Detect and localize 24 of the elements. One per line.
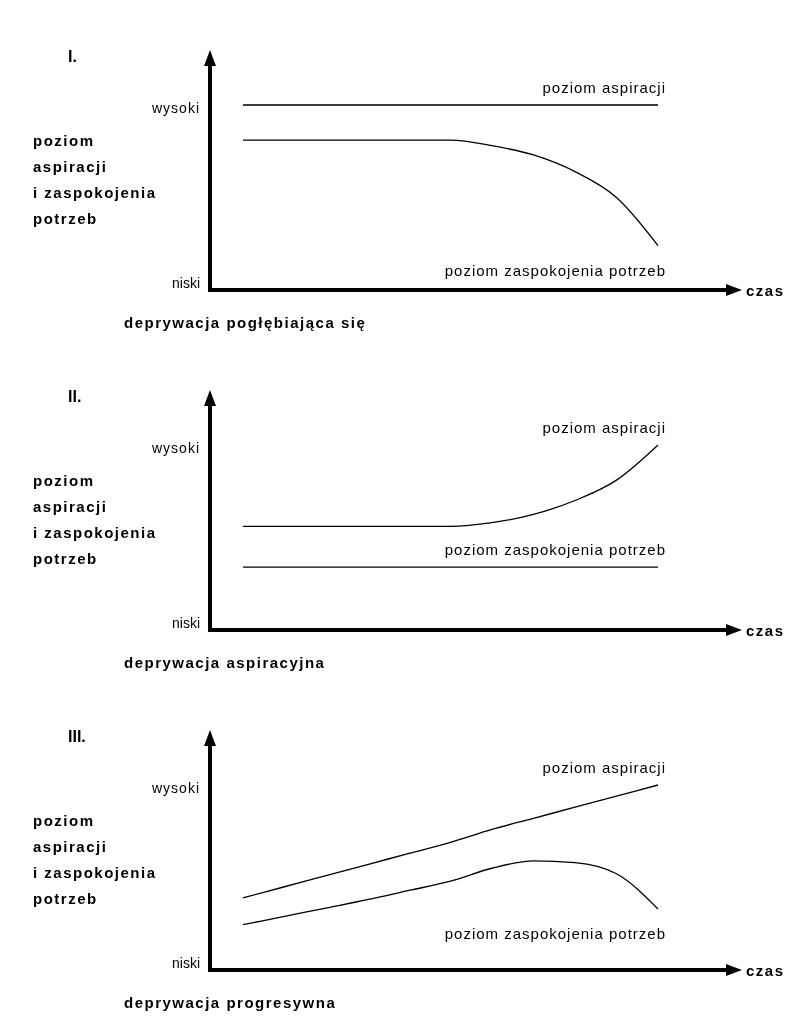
text: niski bbox=[171, 615, 200, 631]
x-axis-title: czas bbox=[746, 622, 785, 639]
text: II. bbox=[68, 388, 82, 405]
x-axis-title: czas bbox=[746, 962, 785, 979]
y-axis-title: poziom aspiracji i zaspokojenia potrzeb bbox=[33, 812, 157, 907]
text: niski bbox=[171, 275, 200, 291]
text: deprywacja progresywna bbox=[124, 994, 337, 1011]
text: wysoki bbox=[150, 780, 200, 796]
text: deprywacja aspiracyjna bbox=[124, 654, 326, 671]
text: niski bbox=[171, 955, 200, 971]
text: III. bbox=[68, 728, 86, 745]
text: wysoki bbox=[150, 100, 200, 116]
text: I. bbox=[68, 48, 77, 65]
text: deprywacja pogłębiająca się bbox=[124, 314, 367, 331]
series-label: poziom aspiracji bbox=[542, 419, 666, 436]
series-label: poziom zaspokojenia potrzeb bbox=[444, 261, 666, 279]
series-label: poziom aspiracji bbox=[542, 79, 666, 96]
series-label: poziom zaspokojenia potrzeb bbox=[444, 924, 666, 942]
y-axis-title: poziom aspiracji i zaspokojenia potrzeb bbox=[33, 472, 157, 567]
series-label: poziom aspiracji bbox=[542, 759, 666, 776]
y-axis-title: poziom aspiracji i zaspokojenia potrzeb bbox=[33, 132, 157, 227]
text: wysoki bbox=[150, 440, 200, 456]
series-label: poziom zaspokojenia potrzeb bbox=[444, 541, 666, 559]
x-axis-title: czas bbox=[746, 282, 785, 299]
